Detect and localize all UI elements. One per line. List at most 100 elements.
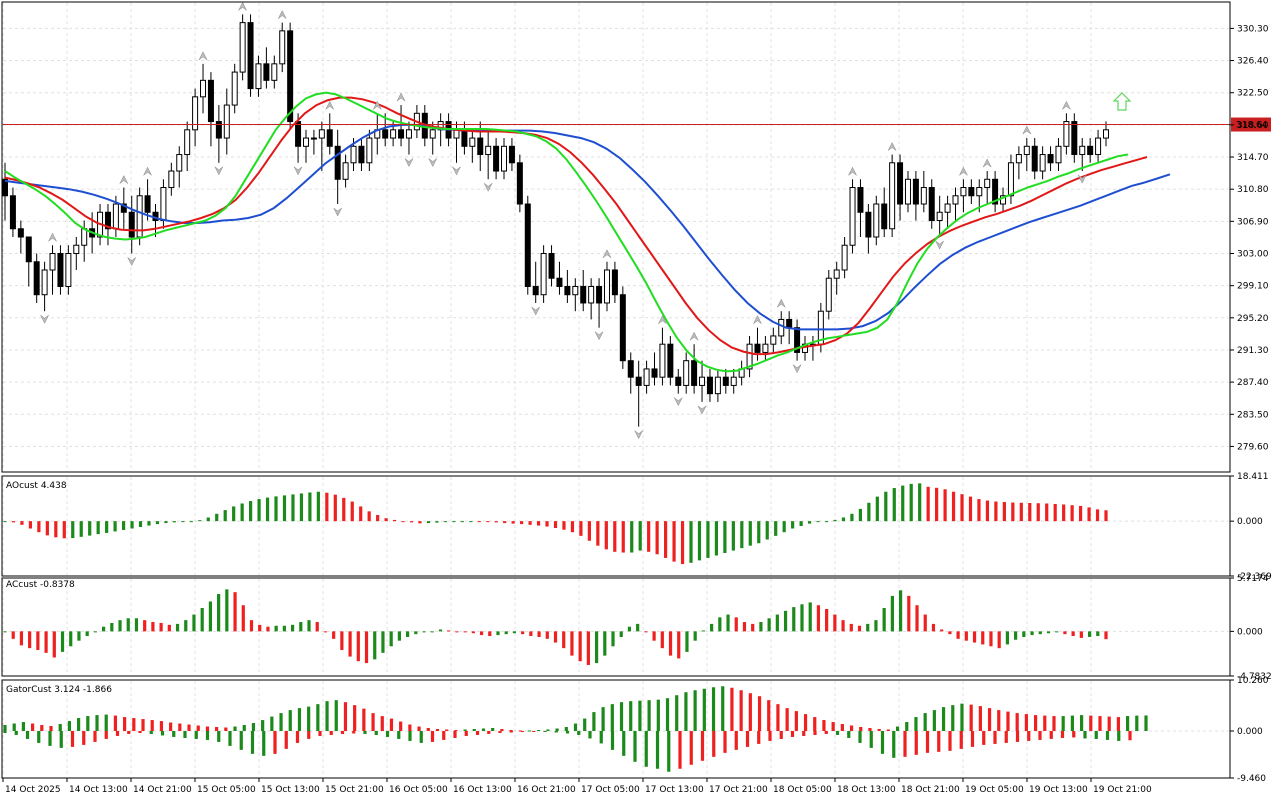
- gator-upper-bar: [12, 723, 16, 731]
- gator-lower-bar: [340, 730, 345, 734]
- ao-histogram-bar: [215, 513, 219, 522]
- x-tick-label: 17 Oct 05:00: [581, 785, 640, 795]
- candle-body: [342, 162, 349, 180]
- candle: [1103, 121, 1109, 147]
- ac-histogram-bar: [77, 631, 81, 641]
- candle: [1063, 113, 1070, 155]
- gator-upper-bar: [619, 702, 624, 731]
- gator-lower-bar: [914, 730, 918, 755]
- ac-histogram-bar: [332, 631, 336, 639]
- x-tick-label: 15 Oct 05:00: [197, 785, 256, 795]
- ac-histogram-bar: [997, 631, 1001, 649]
- candle: [984, 171, 991, 205]
- candle-body: [334, 145, 341, 180]
- gator-upper-bar: [261, 720, 265, 731]
- gator-upper-bar: [67, 721, 72, 731]
- ac-histogram-bar: [726, 614, 730, 632]
- gator-upper-bar: [629, 701, 633, 731]
- gator-upper-bar: [353, 705, 357, 731]
- candle: [849, 179, 856, 254]
- fractal-down-marker: [1078, 174, 1087, 184]
- ac-histogram-bar: [775, 614, 779, 632]
- ac-histogram-bar: [143, 620, 147, 632]
- gator-upper-bar: [895, 726, 900, 731]
- ac-histogram-bar: [118, 620, 122, 632]
- gator-lower-bar: [655, 730, 660, 769]
- x-tick-label: 19 Oct 21:00: [1093, 785, 1152, 795]
- ac-histogram-bar: [882, 608, 886, 632]
- gator-upper-bar: [730, 687, 734, 731]
- candle-body: [17, 228, 24, 238]
- y-tick-label: 18.411: [1237, 472, 1269, 482]
- gator-lower-bar: [757, 730, 761, 744]
- candle-body: [833, 269, 840, 279]
- candle-body: [1087, 145, 1094, 156]
- candle: [501, 138, 508, 180]
- candle-body: [667, 343, 674, 378]
- ac-histogram-bar: [652, 631, 656, 641]
- ac-indicator-label: ACcust -0.8378: [6, 580, 75, 590]
- ao-histogram-bar: [342, 497, 346, 522]
- ao-histogram-bar: [359, 506, 363, 522]
- gator-lower-bar: [363, 730, 367, 734]
- gator-lower-bar: [374, 730, 378, 735]
- x-tick-label: 14 Oct 2025: [5, 785, 61, 795]
- gator-lower-bar: [385, 730, 390, 737]
- gator-lower-bar: [1049, 730, 1053, 739]
- gator-lower-bar: [82, 730, 86, 745]
- gator-lower-bar: [588, 730, 592, 739]
- gator-lower-bar: [858, 730, 862, 743]
- candle: [223, 88, 230, 155]
- ao-histogram-bar: [164, 521, 168, 524]
- ac-histogram-bar: [200, 608, 204, 632]
- candle: [714, 368, 721, 402]
- gator-lower-bar: [1004, 730, 1008, 743]
- candle: [184, 121, 191, 172]
- candle: [699, 360, 706, 402]
- ac-histogram-bar: [1005, 631, 1010, 645]
- ao-histogram-bar: [706, 521, 710, 558]
- ao-histogram-bar: [477, 521, 481, 523]
- ao-histogram-bar: [968, 496, 973, 522]
- gator-lower-bar: [318, 730, 322, 736]
- ac-histogram-bar: [36, 631, 40, 651]
- gator-upper-bar: [169, 722, 173, 731]
- ao-histogram-bar: [1028, 503, 1032, 522]
- candle-body: [596, 285, 603, 304]
- ac-histogram-bar: [266, 626, 270, 632]
- ac-histogram-bar: [964, 631, 968, 641]
- ac-histogram-bar: [1079, 631, 1083, 638]
- candle-body: [73, 244, 80, 254]
- gator-lower-bar: [1117, 730, 1121, 741]
- candle: [675, 368, 682, 394]
- gator-lower-bar: [610, 730, 615, 750]
- gator-upper-bar: [132, 718, 136, 731]
- candle: [588, 278, 595, 320]
- gator-upper-bar: [371, 713, 375, 731]
- ac-histogram-bar: [274, 625, 278, 632]
- candle: [49, 245, 56, 295]
- gator-upper-bar: [159, 721, 164, 731]
- candle: [9, 187, 16, 237]
- gator-lower-bar: [115, 730, 120, 736]
- ac-histogram-bar: [783, 610, 788, 632]
- candle-body: [897, 162, 904, 205]
- ao-histogram-bar: [299, 493, 304, 522]
- gator-lower-bar: [295, 730, 300, 743]
- ac-histogram-bar: [512, 631, 517, 634]
- candle-body: [619, 294, 626, 362]
- ao-histogram-bar: [1095, 509, 1100, 522]
- ao-histogram-bar: [189, 521, 193, 523]
- ac-histogram-bar: [307, 620, 311, 632]
- ac-histogram-bar: [1063, 631, 1067, 635]
- candle-body: [382, 129, 389, 139]
- y-tick-label: 0.000: [1237, 517, 1263, 527]
- candle-body: [128, 211, 135, 238]
- gator-lower-bar: [993, 730, 997, 744]
- gator-lower-bar: [464, 730, 468, 736]
- gator-upper-bar: [684, 692, 688, 731]
- ac-histogram-bar: [85, 631, 89, 637]
- gator-lower-bar: [1060, 730, 1065, 738]
- gator-lower-bar: [869, 730, 873, 748]
